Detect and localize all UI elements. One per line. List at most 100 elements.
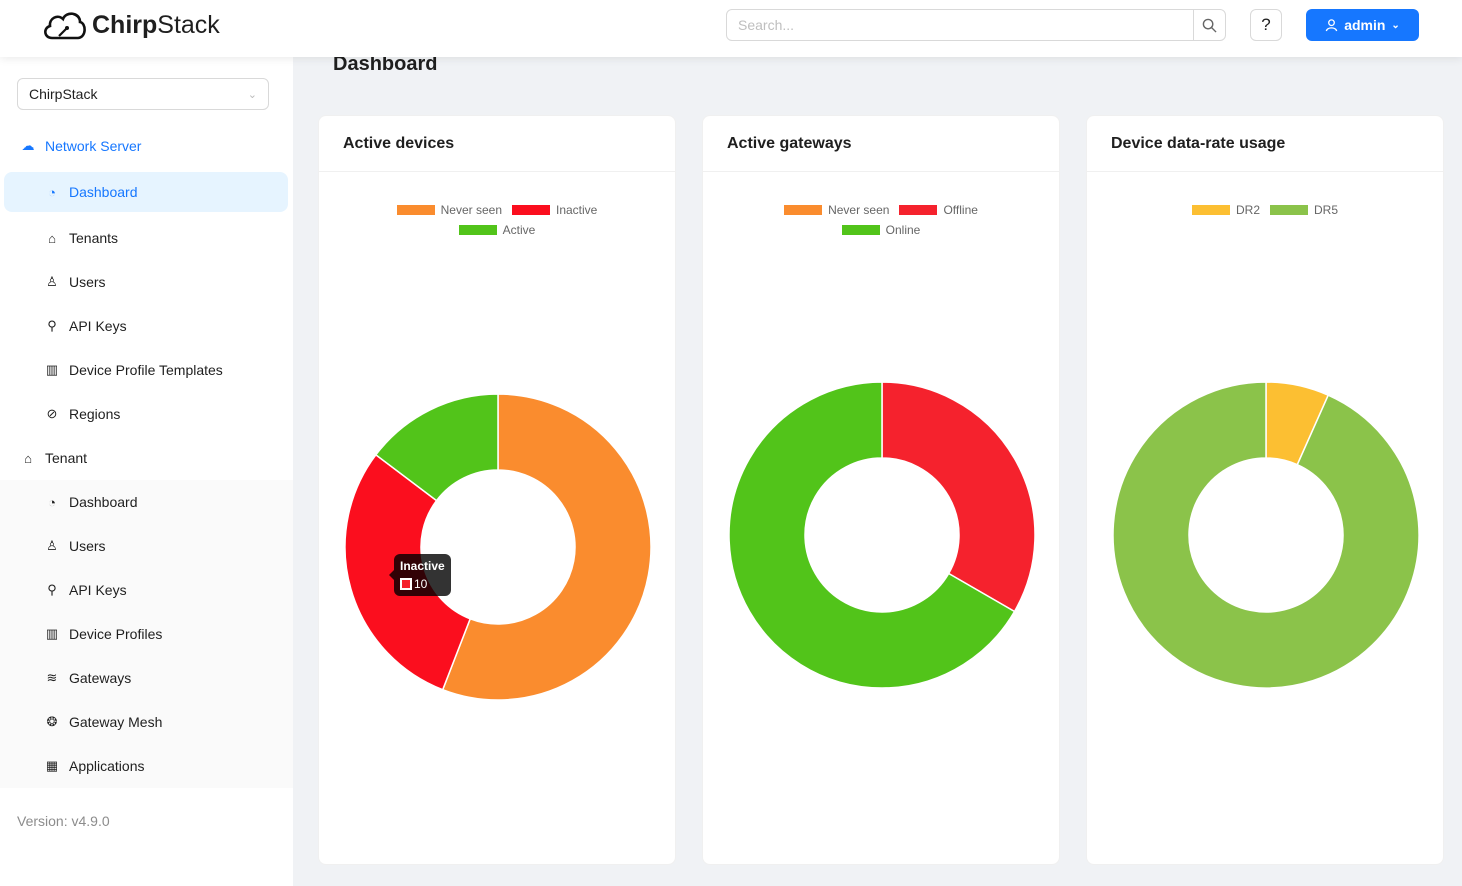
- dashboard-icon: ◔: [48, 184, 56, 200]
- sidebar-item-tenants[interactable]: ⌂ Tenants: [0, 216, 288, 260]
- compass-icon: ⊘: [46, 406, 58, 421]
- search-input[interactable]: [727, 10, 1193, 40]
- search-box: [726, 9, 1226, 41]
- sidebar-item-label: API Keys: [69, 582, 127, 598]
- sidebar-item-label: Applications: [69, 758, 145, 774]
- legend-label: Never seen: [828, 203, 890, 217]
- user-icon: ♙: [46, 274, 58, 289]
- slice-dr5[interactable]: [1112, 381, 1420, 689]
- sidebar-item-device-profiles[interactable]: ▥ Device Profiles: [0, 612, 288, 656]
- legend-swatch: [841, 225, 880, 235]
- donut-chart: [1112, 381, 1420, 689]
- legend-label: Online: [885, 223, 921, 237]
- legend-item[interactable]: Online: [841, 223, 921, 237]
- search-button[interactable]: [1193, 10, 1225, 40]
- legend-swatch: [899, 205, 938, 215]
- cloud-icon: ☁: [21, 138, 35, 153]
- legend-swatch: [784, 205, 823, 215]
- legend-item[interactable]: Offline: [899, 203, 978, 217]
- chirpstack-logo[interactable]: ChirpStack: [42, 8, 220, 42]
- sidebar-item-applications[interactable]: ▦ Applications: [0, 744, 288, 788]
- chevron-down-icon: ⌄: [247, 88, 257, 101]
- sidebar-item-label: API Keys: [69, 318, 127, 334]
- home-icon: ⌂: [24, 450, 32, 466]
- sidebar-item-label: Gateway Mesh: [69, 714, 163, 730]
- card-title: Device data-rate usage: [1087, 116, 1443, 172]
- sidebar-item-gateways[interactable]: ≋ Gateways: [0, 656, 288, 700]
- sidebar-item-regions[interactable]: ⊘ Regions: [0, 392, 288, 436]
- legend-label: Never seen: [440, 203, 502, 217]
- sidebar-item-api-keys[interactable]: ⚲ API Keys: [0, 568, 288, 612]
- user-menu-button[interactable]: admin ⌄: [1306, 9, 1419, 41]
- sidebar-item-label: Regions: [69, 406, 121, 422]
- chart-legend: DR2 DR5: [1087, 203, 1443, 217]
- brand-bold: Chirp: [92, 10, 158, 39]
- legend-item[interactable]: Never seen: [396, 203, 502, 217]
- wifi-icon: ≋: [46, 670, 58, 685]
- apps-icon: ▦: [45, 758, 59, 773]
- user-icon: ♙: [46, 538, 58, 553]
- page-title: Dashboard: [333, 53, 438, 75]
- sidebar-item-users[interactable]: ♙ Users: [0, 260, 288, 304]
- sidebar-item-device-profile-templates[interactable]: ▥ Device Profile Templates: [0, 348, 288, 392]
- search-icon: [1202, 18, 1217, 33]
- user-icon: [1325, 19, 1338, 32]
- legend-label: DR5: [1314, 203, 1339, 217]
- chart-legend: Never seen Offline Online: [703, 203, 1059, 237]
- key-icon: ⚲: [47, 582, 57, 597]
- menu-group-tenant[interactable]: ⌂ Tenant: [0, 436, 288, 480]
- legend-label: Inactive: [556, 203, 598, 217]
- tooltip-label: Inactive: [400, 559, 445, 573]
- menu-group-label: Tenant: [45, 450, 88, 466]
- sidebar-item-dashboard[interactable]: ◔ Dashboard: [4, 172, 288, 212]
- legend-item[interactable]: Never seen: [784, 203, 889, 217]
- donut-chart: [344, 393, 652, 701]
- slice-active[interactable]: [374, 393, 499, 502]
- legend-swatch: [512, 205, 550, 215]
- tooltip-swatch: [400, 578, 412, 590]
- menu-group-label: Network Server: [45, 138, 142, 154]
- controls-icon: ▥: [45, 626, 59, 641]
- controls-icon: ▥: [45, 362, 59, 377]
- version-text: Version: v4.9.0: [17, 813, 110, 829]
- sidebar-item-api-keys[interactable]: ⚲ API Keys: [0, 304, 288, 348]
- legend-item[interactable]: Inactive: [512, 203, 597, 217]
- legend-swatch: [396, 205, 435, 215]
- tooltip-value: 10: [414, 577, 428, 591]
- chart-card: Active devices Never seen Inactive Active In…: [318, 115, 676, 865]
- sidebar-item-users[interactable]: ♙ Users: [0, 524, 288, 568]
- dashboard-icon: ◔: [48, 494, 56, 510]
- legend-label: DR2: [1235, 203, 1260, 217]
- legend-item[interactable]: Active: [458, 223, 535, 237]
- legend-item[interactable]: DR2: [1191, 203, 1260, 217]
- legend-label: Offline: [943, 203, 978, 217]
- legend-swatch: [458, 225, 497, 235]
- legend-swatch: [1191, 205, 1230, 215]
- home-icon: ⌂: [48, 230, 56, 246]
- legend-item[interactable]: DR5: [1270, 203, 1338, 217]
- chart-card: Active gateways Never seen Offline Online: [702, 115, 1060, 865]
- mesh-icon: ❂: [46, 714, 58, 729]
- slice-never-seen[interactable]: [441, 393, 652, 701]
- sidebar-menu: ☁ Network Server ◔ Dashboard ⌂ Tenants ♙ Users…: [0, 124, 293, 788]
- card-title: Active devices: [319, 116, 675, 172]
- chart-card: Device data-rate usage DR2 DR5: [1086, 115, 1444, 865]
- tenant-select-value: ChirpStack: [29, 86, 98, 102]
- sidebar-item-label: Device Profile Templates: [69, 362, 223, 378]
- tenant-select[interactable]: ChirpStack ⌄: [17, 78, 269, 110]
- sidebar-item-label: Tenants: [69, 230, 119, 246]
- slice-online[interactable]: [728, 381, 1016, 689]
- cloud-logo-icon: [44, 12, 86, 40]
- help-button[interactable]: ?: [1250, 9, 1282, 41]
- sidebar-item-label: Gateways: [69, 670, 132, 686]
- sidebar-item-gateway-mesh[interactable]: ❂ Gateway Mesh: [0, 700, 288, 744]
- menu-group-network-server[interactable]: ☁ Network Server: [0, 124, 288, 168]
- brand-rest: Stack: [157, 10, 220, 39]
- chart-tooltip: Inactive 10: [389, 554, 451, 596]
- slice-offline[interactable]: [881, 381, 1036, 613]
- user-name: admin: [1344, 17, 1386, 33]
- sidebar-item-label: Dashboard: [69, 184, 138, 200]
- sidebar-item-label: Device Profiles: [69, 626, 163, 642]
- sidebar-item-dashboard[interactable]: ◔ Dashboard: [0, 480, 288, 524]
- sidebar-item-label: Dashboard: [69, 494, 138, 510]
